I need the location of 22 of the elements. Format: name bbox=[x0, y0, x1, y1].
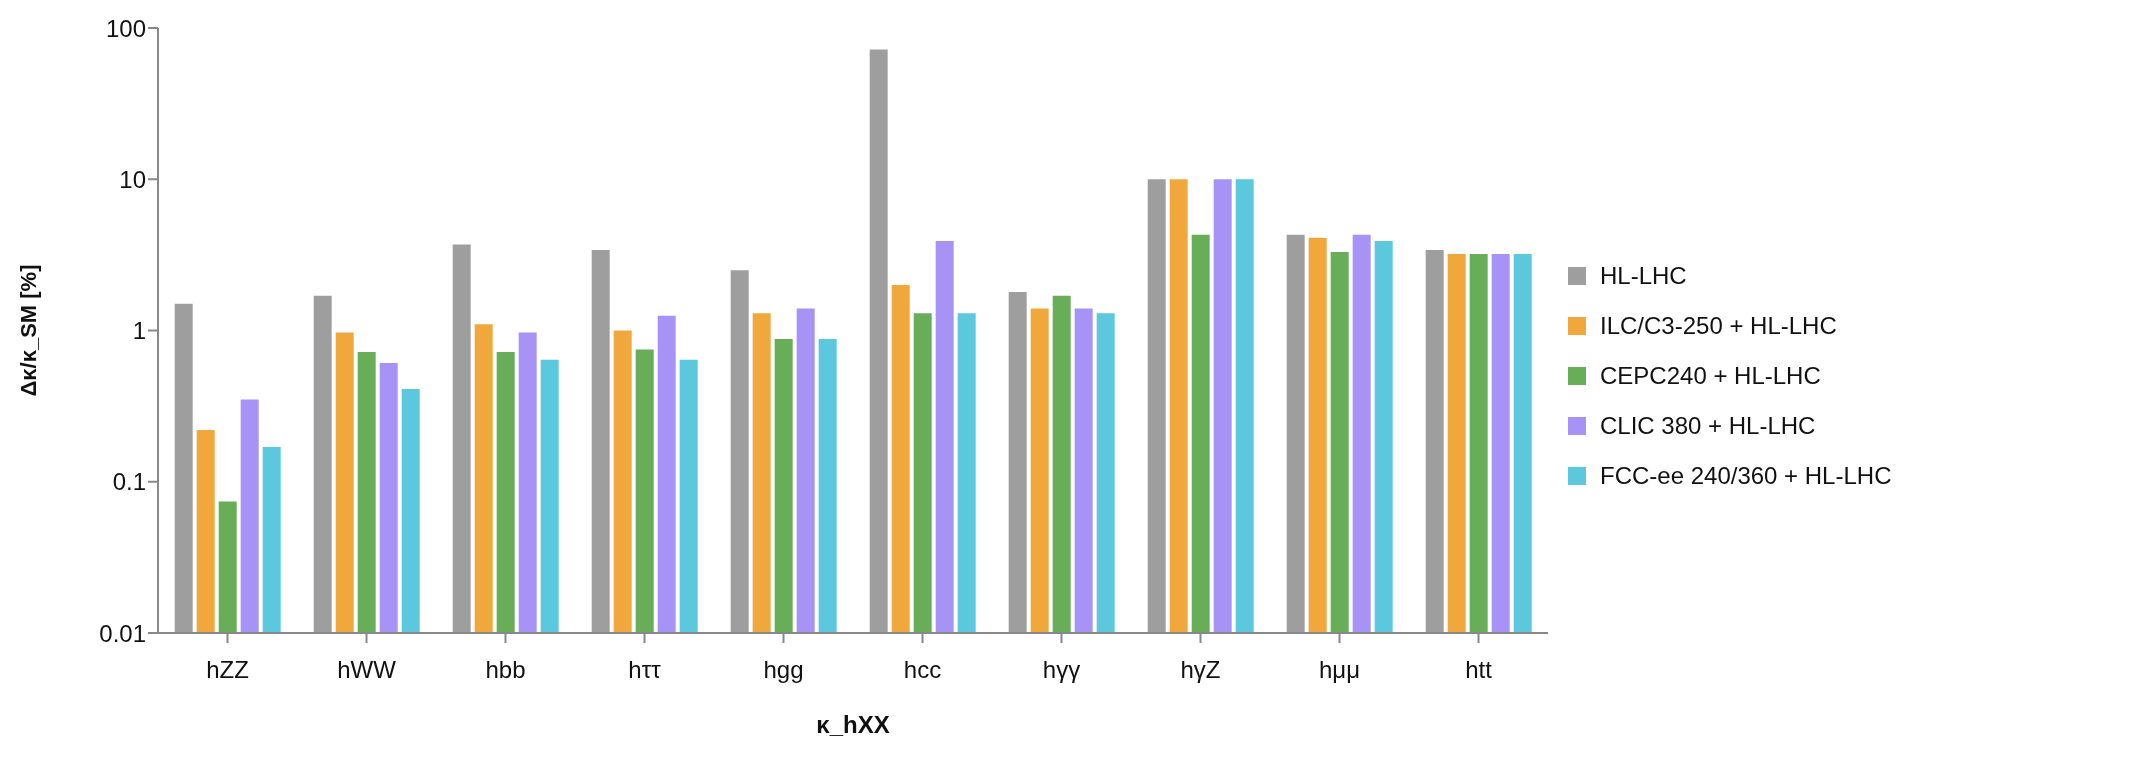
legend-label: CEPC240 + HL-LHC bbox=[1600, 361, 1821, 390]
y-tick-label: 10 bbox=[119, 165, 146, 193]
legend-label: CLIC 380 + HL-LHC bbox=[1600, 411, 1816, 440]
legend-label: FCC-ee 240/360 + HL-LHC bbox=[1600, 461, 1892, 490]
x-tick-label: hbb bbox=[485, 656, 526, 684]
x-tick-label: hττ bbox=[628, 656, 662, 684]
x-tick-label: hμμ bbox=[1318, 656, 1361, 684]
y-tick-label: 0.1 bbox=[112, 468, 146, 496]
x-tick-label: hcc bbox=[903, 656, 942, 684]
x-tick-label: htt bbox=[1465, 656, 1493, 684]
x-tick-label: hgg bbox=[763, 656, 804, 684]
y-tick-label: 1 bbox=[132, 317, 146, 345]
y-tick-label: 100 bbox=[105, 14, 146, 42]
legend-label: ILC/C3-250 + HL-LHC bbox=[1600, 311, 1837, 340]
x-axis-title: κ_hXX bbox=[816, 711, 890, 738]
x-tick-label: hWW bbox=[337, 656, 397, 684]
y-axis-title: Δκ/κ_SM [%] bbox=[15, 264, 41, 397]
y-tick-label: 0.01 bbox=[99, 619, 146, 647]
x-tick-label: hγZ bbox=[1180, 656, 1221, 684]
x-tick-label: hγγ bbox=[1042, 656, 1081, 684]
legend-label: HL-LHC bbox=[1600, 261, 1687, 290]
x-tick-label: hZZ bbox=[206, 656, 249, 684]
